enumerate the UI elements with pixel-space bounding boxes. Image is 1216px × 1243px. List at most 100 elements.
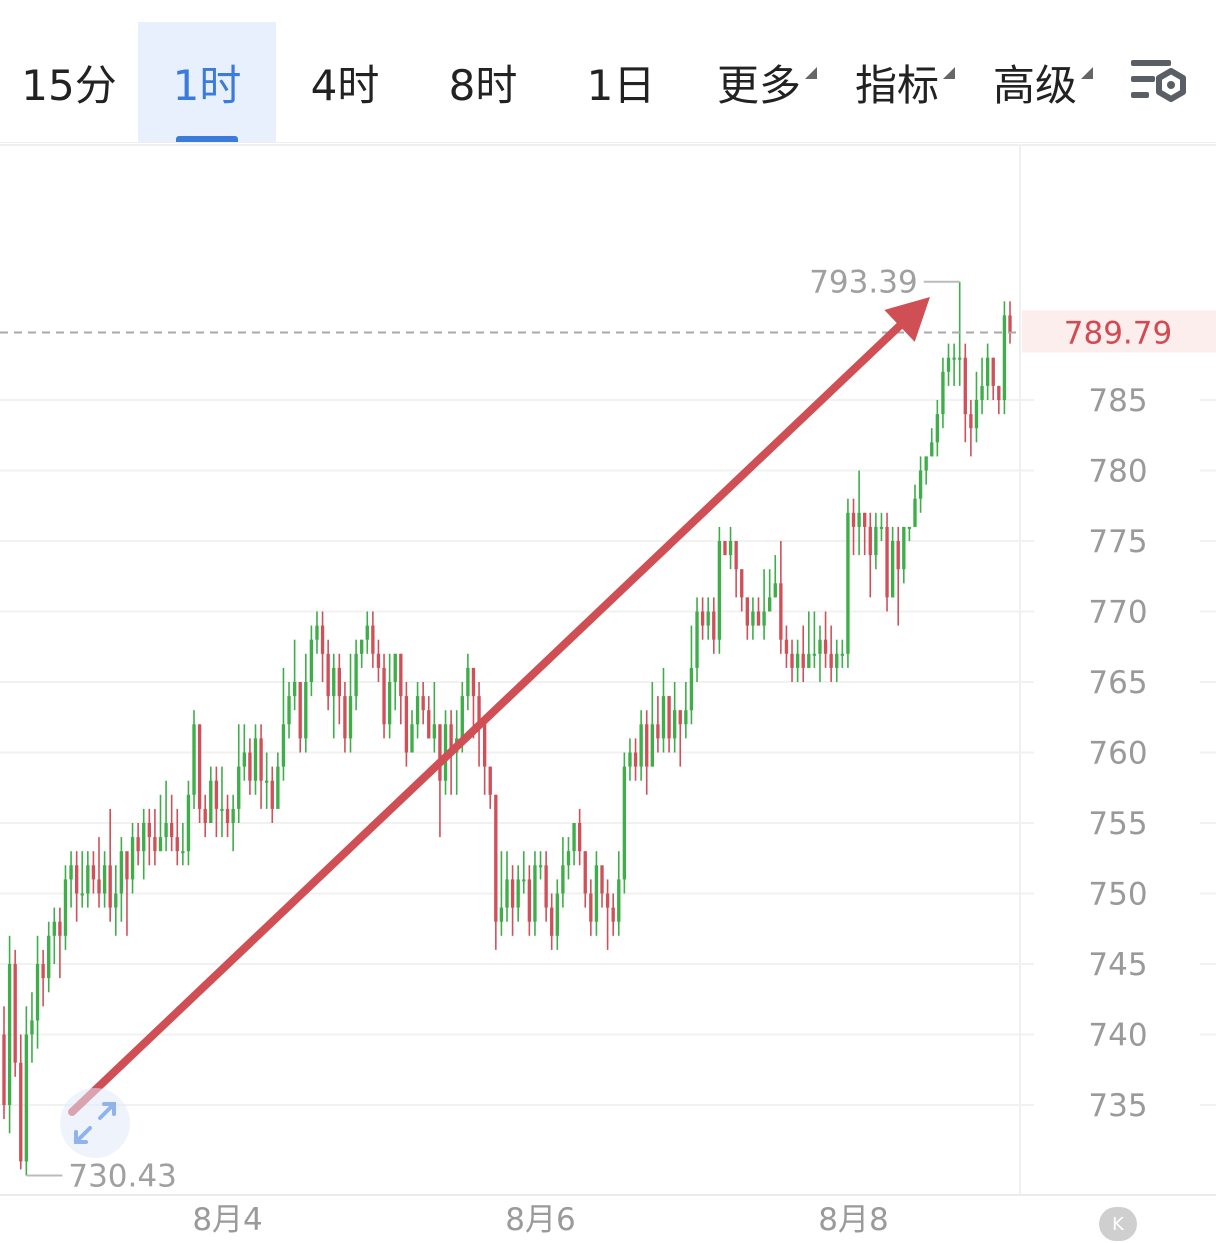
candle-body <box>427 710 431 739</box>
candle <box>30 992 34 1063</box>
candle <box>197 724 202 823</box>
candle <box>661 667 666 753</box>
candle <box>427 696 431 739</box>
tab-8hour[interactable]: 8时 <box>448 60 518 110</box>
candle-body <box>678 710 682 725</box>
candle-body <box>974 400 979 429</box>
candle <box>930 428 934 457</box>
candle-body <box>30 1020 34 1035</box>
candle-body <box>611 907 615 922</box>
candle <box>415 682 420 739</box>
tab-15min[interactable]: 15分 <box>21 60 117 110</box>
candle-body <box>19 1062 23 1162</box>
candle-body <box>538 865 543 868</box>
candle-body <box>734 541 738 570</box>
candle-body <box>572 823 576 852</box>
trend-arrow-shaft <box>68 321 904 1116</box>
candle <box>52 907 56 964</box>
candle-body <box>924 456 928 471</box>
candle-body <box>594 865 599 922</box>
candle <box>600 865 604 908</box>
candle <box>158 794 163 852</box>
candle-body <box>946 357 951 372</box>
candle <box>700 597 705 640</box>
candle <box>684 682 688 739</box>
candle <box>136 823 140 866</box>
candle <box>7 935 12 1134</box>
candle <box>896 526 900 626</box>
candle-body <box>499 907 504 922</box>
candle <box>97 837 101 908</box>
candle <box>253 724 258 795</box>
candle-body <box>896 541 900 570</box>
candle <box>790 639 794 682</box>
candle-body <box>203 808 207 823</box>
candle <box>706 597 710 640</box>
candle <box>902 526 906 584</box>
candle-body <box>527 879 532 922</box>
candle-body <box>153 837 157 852</box>
candle-body <box>656 724 660 739</box>
candle-body <box>935 414 940 443</box>
tab-indicators[interactable]: 指标 <box>828 22 966 142</box>
candle <box>997 385 1001 415</box>
y-tick-label: 785 <box>1088 383 1147 419</box>
candle-body <box>360 639 364 654</box>
candle-body <box>192 724 196 795</box>
tab-1day[interactable]: 1日 <box>586 60 656 110</box>
candle <box>522 851 526 894</box>
y-tick-label: 745 <box>1088 947 1147 983</box>
candle-body <box>231 808 235 823</box>
candle-body <box>868 526 872 556</box>
candle <box>242 724 246 781</box>
y-tick-label: 770 <box>1088 595 1147 631</box>
trend-arrow-head <box>884 297 930 342</box>
candle <box>846 498 850 668</box>
trend-arrow-annotation <box>68 297 930 1116</box>
candle-body <box>633 752 638 767</box>
candle-body <box>287 696 291 725</box>
candle-body <box>902 526 906 570</box>
candle <box>857 470 861 556</box>
candle-body <box>371 625 375 654</box>
candle-body <box>348 696 353 739</box>
candle <box>382 653 386 739</box>
candle-body <box>762 611 766 626</box>
candle <box>851 498 856 556</box>
candle-body <box>672 710 677 739</box>
expand-chart-button[interactable] <box>60 1088 130 1158</box>
candle-body <box>365 625 369 640</box>
candle <box>354 639 358 711</box>
candle <box>639 710 643 781</box>
candle-body <box>382 667 386 725</box>
low-price-label: 730.43 <box>68 1159 176 1195</box>
candle <box>890 526 895 598</box>
candle-body <box>114 893 118 908</box>
candle <box>231 794 235 852</box>
candle <box>768 569 772 612</box>
tab-4hour[interactable]: 4时 <box>310 60 380 110</box>
k-line-button[interactable]: K <box>1099 1207 1137 1241</box>
candle <box>650 682 654 767</box>
candle <box>371 611 375 668</box>
candle-body <box>494 794 498 922</box>
candle <box>516 865 520 922</box>
candle-body <box>63 879 68 936</box>
candle <box>270 766 274 823</box>
candle-body <box>617 879 621 922</box>
candle <box>577 808 582 866</box>
candle-body <box>399 653 403 697</box>
candle-body <box>661 696 666 739</box>
tab-more[interactable]: 更多 <box>690 22 828 142</box>
tab-1hour[interactable]: 1时 <box>138 22 276 142</box>
candle <box>41 949 45 1007</box>
candle-body <box>80 893 84 896</box>
chart-settings-button[interactable] <box>1128 56 1190 108</box>
candle <box>550 893 554 950</box>
tab-advanced[interactable]: 高级 <box>966 22 1104 142</box>
candle-body <box>605 893 610 908</box>
candle-body <box>276 766 280 809</box>
candle <box>192 710 196 809</box>
candle <box>829 625 833 682</box>
